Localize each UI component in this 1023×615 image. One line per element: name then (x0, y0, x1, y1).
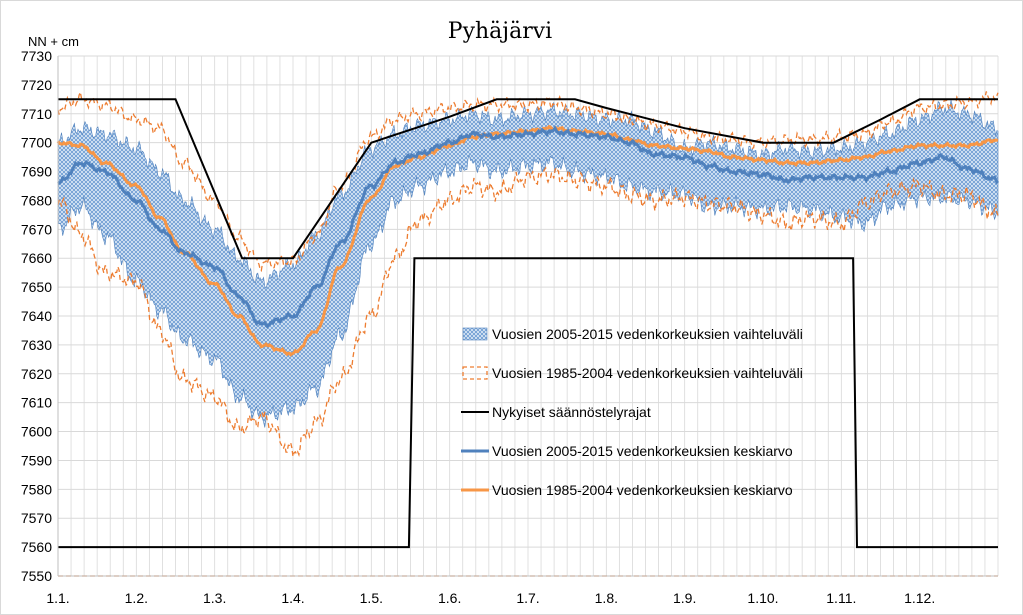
chart-title: Pyhäjärvi (448, 19, 552, 44)
x-tick-label: 1.10. (747, 590, 778, 606)
band-2005-2015 (57, 99, 999, 428)
y-tick-label: 7670 (21, 221, 52, 237)
legend-label: Nykyiset säännöstelyrajat (492, 404, 651, 420)
band-1985-2004-lower (57, 166, 999, 457)
axes: 7550 7560 7570 7580 7590 7600 7610 7620 7630 7640… (21, 48, 998, 606)
x-tick-label: 1.7. (516, 590, 539, 606)
y-tick-label: 7650 (21, 279, 52, 295)
y-tick-label: 7660 (21, 250, 52, 266)
y-tick-label: 7580 (21, 481, 52, 497)
x-tick-label: 1.1. (46, 590, 69, 606)
x-tick-label: 1.8. (595, 590, 618, 606)
mean-2005-2015 (57, 125, 1000, 329)
y-tick-label: 7630 (21, 337, 52, 353)
y-tick-label: 7570 (21, 510, 52, 526)
y-tick-label: 7680 (21, 192, 52, 208)
regulation-lower-limit (58, 257, 998, 549)
legend-swatch-band-2005-2015 (462, 327, 488, 341)
y-tick-label: 7560 (21, 539, 52, 555)
y-tick-label: 7550 (21, 568, 52, 584)
y-tick-label: 7690 (21, 164, 52, 180)
y-tick-label: 7700 (21, 135, 52, 151)
x-tick-label: 1.5. (360, 590, 383, 606)
x-tick-label: 1.6. (438, 590, 461, 606)
plot-area (56, 89, 1000, 577)
x-tick-label: 1.3. (203, 590, 226, 606)
legend-label: Vuosien 2005-2015 vedenkorkeuksien keski… (492, 443, 793, 459)
y-tick-label: 7610 (21, 395, 52, 411)
regulation-upper-limit (58, 98, 998, 260)
legend: Vuosien 2005-2015 vedenkorkeuksien vaiht… (461, 326, 803, 498)
legend-label: Vuosien 2005-2015 vedenkorkeuksien vaiht… (492, 326, 803, 342)
y-tick-label: 7590 (21, 452, 52, 468)
y-tick-label: 7720 (21, 77, 52, 93)
x-tick-label: 1.2. (125, 590, 148, 606)
y-tick-label: 7710 (21, 106, 52, 122)
legend-label: Vuosien 1985-2004 vedenkorkeuksien vaiht… (492, 365, 803, 381)
y-tick-label: 7730 (21, 48, 52, 64)
x-tick-label: 1.4. (281, 590, 304, 606)
x-tick-label: 1.12. (904, 590, 935, 606)
legend-swatch-band-1985-2004 (462, 366, 488, 380)
x-tick-label: 1.9. (673, 590, 696, 606)
y-tick-label: 7600 (21, 424, 52, 440)
y-tick-label: 7620 (21, 366, 52, 382)
y-axis-unit-label: NN + cm (28, 34, 79, 49)
y-tick-label: 7640 (21, 308, 52, 324)
x-tick-label: 1.11. (826, 590, 856, 606)
legend-label: Vuosien 1985-2004 vedenkorkeuksien keski… (492, 482, 793, 498)
